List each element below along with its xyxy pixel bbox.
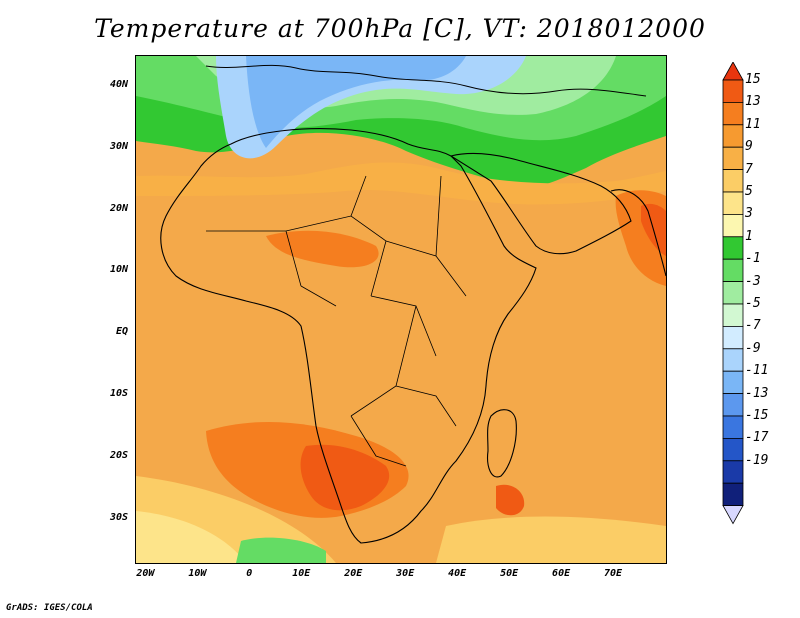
colorbar-swatch: [722, 303, 744, 327]
colorbar: [722, 62, 744, 525]
colorbar-swatch: [722, 437, 744, 462]
colorbar-level-label: 9: [745, 139, 753, 155]
lon-tick-label: 10W: [188, 568, 207, 579]
colorbar-level-label: -9: [745, 340, 761, 356]
lon-tick-label: 20W: [136, 568, 155, 579]
colorbar-level-label: 5: [745, 184, 753, 199]
lon-tick-label: 30E: [396, 568, 415, 579]
lat-tick-label: 20S: [109, 449, 128, 461]
colorbar-top-arrow: [722, 62, 744, 81]
colorbar-level-label: -19: [745, 452, 769, 468]
madagascar-outline: [487, 409, 517, 478]
lat-tick-label: 30N: [109, 140, 128, 152]
southern-cool-patch: [236, 537, 326, 563]
colorbar-level-label: 11: [745, 116, 761, 132]
europe-coastline: [205, 64, 647, 97]
colorbar-swatch: [722, 415, 744, 439]
colorbar-level-label: -1: [745, 251, 761, 267]
chart-title: Temperature at 700hPa [C], VT: 201801200…: [94, 14, 706, 43]
lon-tick-label: 10E: [292, 568, 311, 579]
lat-tick-label: EQ: [115, 326, 128, 338]
colorbar-level-label: -13: [745, 385, 769, 401]
colorbar-swatch: [722, 213, 744, 238]
colorbar-level-label: -15: [745, 408, 769, 423]
colorbar-swatch: [722, 124, 744, 148]
lon-tick-label: 40E: [448, 568, 467, 579]
med-cold-inner: [246, 56, 466, 148]
credit-text: GrADS: IGES/COLA: [6, 603, 93, 613]
colorbar-swatch: [722, 79, 744, 103]
colorbar-level-label: -3: [745, 273, 761, 289]
colorbar-level-label: -5: [745, 296, 761, 311]
madagascar-sea-warm: [496, 484, 525, 516]
lat-tick-label: 30S: [109, 511, 128, 523]
colorbar-swatch: [722, 146, 744, 170]
colorbar-bottom-arrow: [722, 505, 744, 525]
colorbar-swatch: [722, 281, 744, 305]
colorbar-level-label: -7: [745, 318, 761, 334]
lon-tick-label: 60E: [552, 568, 571, 579]
india-coastline: [610, 189, 666, 277]
country-borders: [206, 175, 467, 467]
colorbar-level-label: -11: [745, 363, 769, 379]
lon-tick-label: 20E: [344, 568, 363, 579]
lon-tick-label: 0: [246, 568, 253, 579]
south-indian-pale: [436, 516, 666, 563]
colorbar-swatch: [722, 370, 744, 395]
colorbar-level-label: 15: [745, 72, 761, 87]
temperature-map: [135, 55, 667, 564]
sahara-warm-front: [136, 162, 666, 205]
colorbar-swatch: [722, 191, 744, 215]
colorbar-swatch: [722, 482, 744, 507]
lon-tick-label: 50E: [500, 568, 519, 579]
lat-tick-label: 20N: [109, 202, 128, 214]
lon-tick-label: 70E: [604, 568, 623, 579]
sahel-warm: [266, 230, 379, 268]
colorbar-swatch: [722, 325, 744, 350]
colorbar-swatch: [722, 348, 744, 372]
colorbar-level-label: -17: [745, 430, 769, 446]
colorbar-level-label: 13: [745, 94, 761, 110]
colorbar-swatch: [722, 258, 744, 282]
south-pale-patch: [136, 511, 246, 563]
colorbar-swatch: [722, 460, 744, 484]
colorbar-level-label: 7: [745, 161, 753, 177]
lat-tick-label: 10N: [109, 264, 128, 276]
colorbar-swatch: [722, 102, 744, 126]
colorbar-level-label: 1: [745, 228, 753, 244]
kalahari-hot-core: [300, 444, 390, 511]
colorbar-swatch: [722, 393, 744, 417]
colorbar-level-label: 3: [745, 206, 753, 222]
arabia-coastline: [449, 152, 632, 255]
colorbar-swatch: [722, 236, 744, 260]
lat-tick-label: 40N: [109, 78, 128, 90]
colorbar-swatch: [722, 169, 744, 193]
lat-tick-label: 10S: [109, 388, 128, 400]
